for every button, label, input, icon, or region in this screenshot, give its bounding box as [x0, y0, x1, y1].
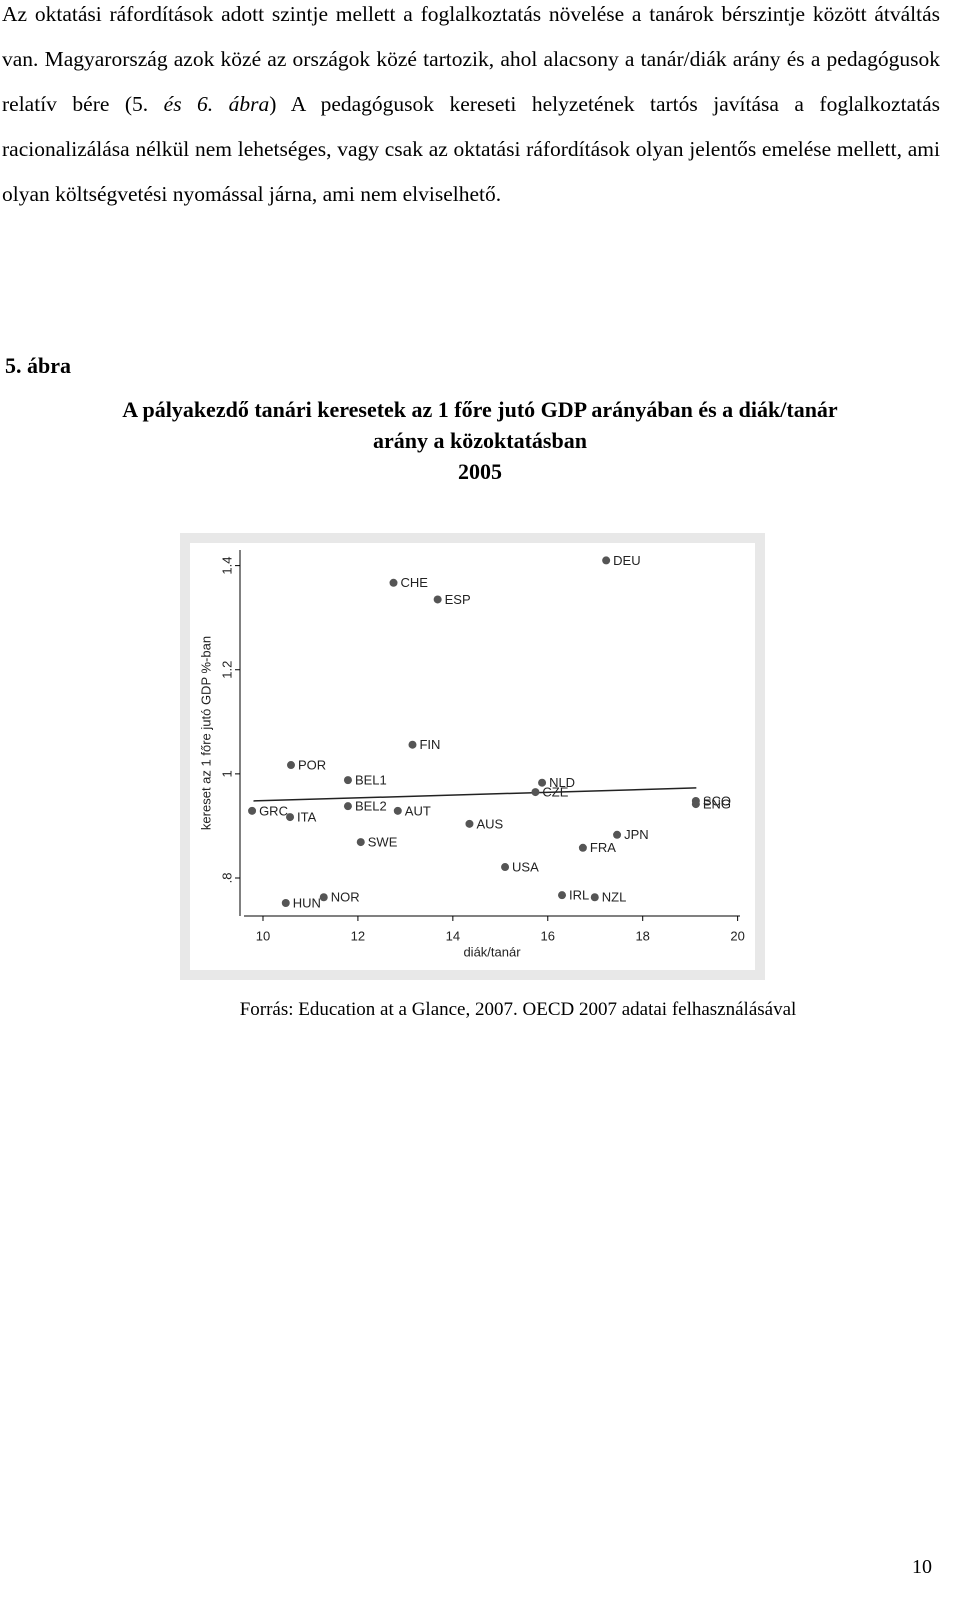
point-label: NLD: [549, 775, 575, 790]
point-label: NZL: [602, 890, 627, 905]
point: [281, 898, 290, 907]
page-number: 10: [912, 1556, 932, 1578]
point: [691, 800, 700, 809]
point: [613, 830, 622, 839]
x-tick-label: 10: [256, 928, 270, 943]
point-label: POR: [298, 757, 326, 772]
x-tick-label: 20: [730, 928, 744, 943]
point: [602, 556, 611, 565]
point-label: BEL2: [355, 799, 387, 814]
y-tick-label: 1.4: [219, 557, 234, 575]
point-label: HUN: [293, 895, 321, 910]
paragraph: Az oktatási ráfordítások adott szintje m…: [2, 0, 940, 217]
point: [531, 788, 540, 797]
point: [343, 802, 352, 811]
point: [558, 891, 567, 900]
point-label: ENG: [703, 797, 731, 812]
plot-region: [190, 543, 755, 970]
point-label: SWE: [368, 835, 398, 850]
figure-label: 5. ábra: [5, 353, 71, 378]
point-label: ESP: [445, 592, 471, 607]
source: Forrás: Education at a Glance, 2007. OEC…: [239, 999, 797, 1020]
point-label: USA: [512, 859, 539, 874]
text: ) A pedagógusok kereseti helyzetének tar…: [2, 92, 940, 206]
year: 2005: [458, 459, 502, 484]
point: [356, 838, 365, 847]
x-tick-label: 14: [446, 928, 460, 943]
point-label: IRL: [569, 888, 589, 903]
text: és 6. ábra: [163, 92, 270, 116]
point: [393, 806, 402, 815]
y-tick-label: 1: [219, 770, 234, 777]
point-label: AUS: [476, 816, 503, 831]
point-label: BEL1: [355, 773, 387, 788]
y-axis-title: kereset az 1 főre jutó GDP %-ban: [198, 636, 213, 830]
figure-title: A pályakezdő tanári keresetek az 1 főre …: [0, 394, 960, 487]
point-label: ITA: [297, 810, 317, 825]
point-label: AUT: [405, 803, 431, 818]
point-label: SCO: [703, 793, 731, 808]
point-label: JPN: [624, 827, 649, 842]
x-tick-label: 18: [635, 928, 649, 943]
point: [286, 761, 295, 770]
y-tick-label: 1.2: [219, 661, 234, 679]
point: [590, 893, 599, 902]
point-label: FRA: [590, 840, 616, 855]
point-label: CHE: [401, 575, 429, 590]
point: [389, 578, 398, 587]
x-tick-label: 16: [541, 928, 555, 943]
point-label: FIN: [419, 737, 440, 752]
point: [578, 843, 587, 852]
point: [501, 863, 510, 872]
point: [433, 595, 442, 604]
point: [248, 806, 257, 815]
fit-line: [253, 787, 697, 802]
point: [286, 813, 295, 822]
point: [319, 893, 328, 902]
x-tick-label: 12: [351, 928, 365, 943]
point: [343, 776, 352, 785]
text: Az oktatási ráfordítások adott szintje m…: [2, 2, 940, 116]
point-label: DEU: [613, 553, 640, 568]
point: [465, 819, 474, 828]
point: [538, 778, 547, 787]
point-label: GRC: [259, 803, 288, 818]
point: [408, 740, 417, 749]
title-text: A pályakezdő tanári keresetek az 1 főre …: [122, 397, 838, 453]
y-tick-label: .8: [219, 873, 234, 884]
point-label: CZE: [542, 785, 568, 800]
point-label: NOR: [331, 890, 360, 905]
x-axis-title: diák/tanár: [463, 944, 521, 959]
